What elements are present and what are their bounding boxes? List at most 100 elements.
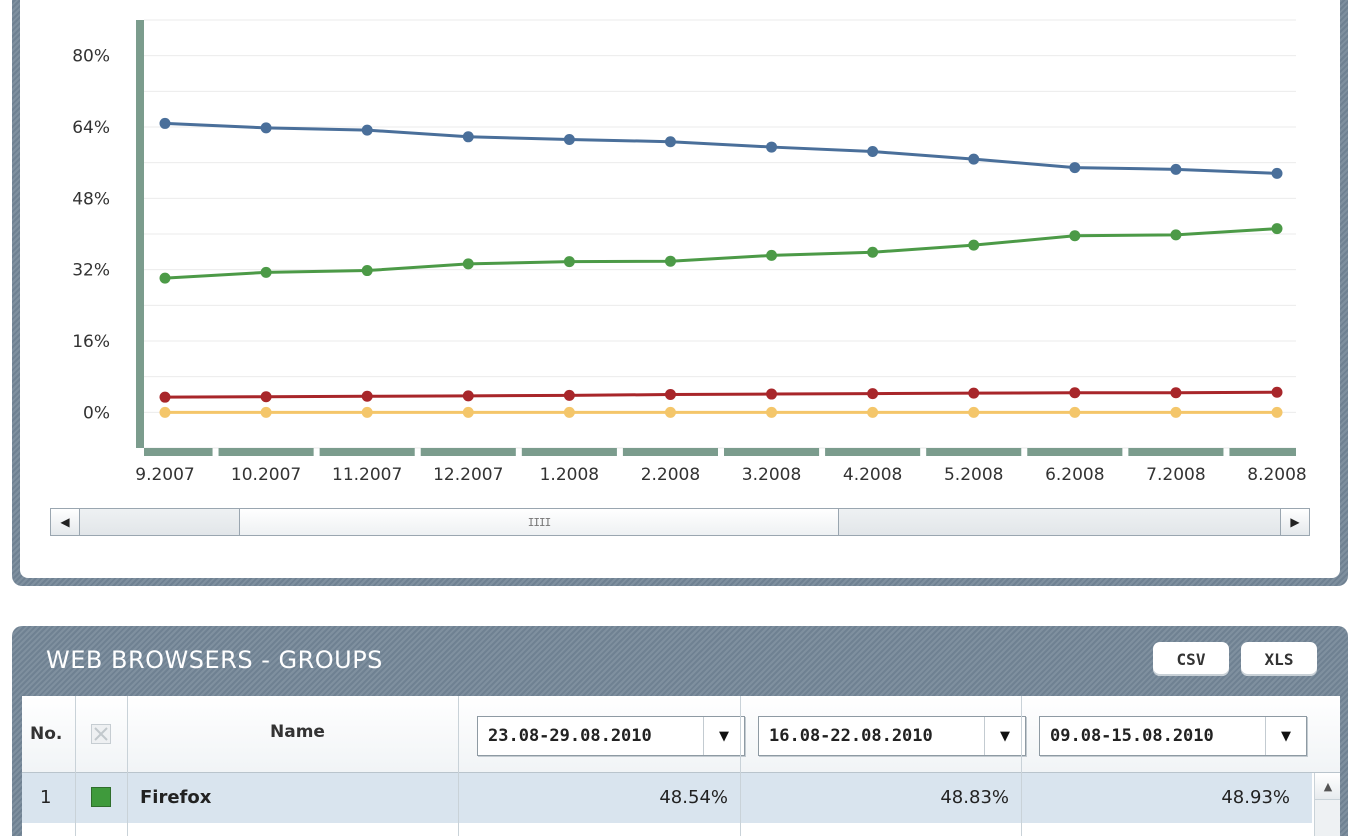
data-point (260, 266, 272, 278)
select-all-checkbox[interactable] (91, 724, 111, 744)
header-name[interactable]: Name (270, 722, 325, 742)
series-line-1 (164, 121, 1278, 175)
panel-title: WEB BROWSERS - GROUPS (46, 646, 383, 674)
data-point (1170, 387, 1182, 399)
y-tick-label: 0% (83, 403, 110, 423)
x-axis-segment (1027, 448, 1123, 456)
scroll-up-button[interactable]: ▲ (1315, 773, 1340, 800)
row-value-1: 48.54% (659, 787, 728, 808)
x-axis-segment (1128, 448, 1224, 456)
data-table: No. Name 23.08-29.08.2010 ▼ 16.08-22.08.… (22, 696, 1340, 836)
data-point (462, 258, 474, 270)
data-point (361, 265, 373, 277)
row-value-3: 48.93% (1221, 787, 1290, 808)
table-header: No. Name 23.08-29.08.2010 ▼ 16.08-22.08.… (22, 696, 1340, 773)
data-point (968, 406, 980, 418)
period-select-2[interactable]: 16.08-22.08.2010 ▼ (758, 716, 1026, 756)
y-tick-label: 32% (72, 261, 110, 281)
data-point (361, 406, 373, 418)
x-tick-label: 9.2007 (135, 465, 194, 485)
x-tick-label: 8.2008 (1247, 465, 1306, 485)
data-point (1271, 386, 1283, 398)
data-point (766, 249, 778, 261)
row-no: 1 (40, 787, 52, 808)
column-divider (127, 696, 128, 836)
data-point (1069, 162, 1081, 174)
browsers-groups-panel: WEB BROWSERS - GROUPS CSV XLS No. Name 2… (12, 626, 1348, 836)
data-point (462, 406, 474, 418)
period-select-3[interactable]: 09.08-15.08.2010 ▼ (1039, 716, 1307, 756)
x-axis-segment (724, 448, 820, 456)
data-point (1170, 229, 1182, 241)
data-point (1271, 406, 1283, 418)
x-axis-segment (144, 448, 213, 456)
data-point (563, 133, 575, 145)
x-tick-label: 11.2007 (332, 465, 402, 485)
data-point (867, 146, 879, 158)
column-divider (740, 696, 741, 836)
y-tick-label: 16% (72, 332, 110, 352)
series-color-swatch[interactable] (91, 787, 111, 807)
x-tick-label: 2.2008 (641, 465, 700, 485)
period-value-3: 09.08-15.08.2010 (1050, 726, 1214, 746)
column-divider (1021, 696, 1022, 836)
y-tick-label: 48% (72, 189, 110, 209)
data-point (766, 406, 778, 418)
chevron-down-icon[interactable]: ▼ (703, 717, 744, 755)
scroll-thumb[interactable]: IIII (239, 509, 839, 535)
data-point (664, 389, 676, 400)
header-no[interactable]: No. (30, 724, 63, 744)
x-axis-segment (825, 448, 921, 456)
data-point (159, 117, 171, 129)
x-tick-label: 7.2008 (1146, 465, 1205, 485)
y-axis-bar (136, 20, 144, 448)
x-axis-segment (319, 448, 415, 456)
scroll-left-button[interactable]: ◀ (51, 509, 80, 535)
x-axis-segment (420, 448, 516, 456)
data-point (462, 390, 474, 402)
data-point (260, 391, 272, 403)
data-point (563, 389, 575, 401)
data-point (462, 131, 474, 143)
x-tick-label: 3.2008 (742, 465, 801, 485)
data-point (361, 124, 373, 136)
csv-button[interactable]: CSV (1153, 642, 1229, 676)
data-point (1170, 163, 1182, 175)
row-name: Firefox (140, 787, 212, 808)
x-axis-segment (1229, 448, 1296, 456)
x-tick-label: 1.2008 (540, 465, 599, 485)
xls-button[interactable]: XLS (1241, 642, 1317, 676)
scroll-right-button[interactable]: ▶ (1280, 509, 1309, 535)
data-point (159, 272, 171, 284)
chart-range-scrollbar[interactable]: ◀ IIII ▶ (50, 508, 1310, 536)
data-point (968, 153, 980, 165)
x-tick-label: 12.2007 (433, 465, 503, 485)
data-point (563, 406, 575, 418)
data-point (159, 391, 171, 403)
data-point (664, 255, 676, 267)
data-point (867, 246, 879, 258)
row-value-2: 48.83% (940, 787, 1009, 808)
data-point (260, 406, 272, 418)
series-line-2 (164, 227, 1278, 280)
chevron-down-icon[interactable]: ▼ (984, 717, 1025, 755)
x-tick-label: 5.2008 (944, 465, 1003, 485)
period-value-1: 23.08-29.08.2010 (488, 726, 652, 746)
series-line-3 (164, 390, 1278, 399)
data-point (664, 136, 676, 148)
data-point (766, 141, 778, 153)
x-tick-label: 6.2008 (1045, 465, 1104, 485)
period-value-2: 16.08-22.08.2010 (769, 726, 933, 746)
x-axis-segment (926, 448, 1022, 456)
y-tick-label: 80% (72, 47, 110, 67)
chart-area: 0% 16% 32% 48% 64% 80% 9.2007 10.2007 11.2007 12.… (20, 0, 1340, 578)
x-tick-label: 4.2008 (843, 465, 902, 485)
table-vertical-scrollbar[interactable]: ▲ (1314, 773, 1340, 836)
data-point (1069, 406, 1081, 418)
data-point (766, 388, 778, 400)
period-select-1[interactable]: 23.08-29.08.2010 ▼ (477, 716, 745, 756)
data-point (968, 387, 980, 399)
chevron-down-icon[interactable]: ▼ (1265, 717, 1306, 755)
table-row[interactable]: 1 Firefox 48.54% 48.83% 48.93% (22, 773, 1312, 823)
y-tick-label: 64% (72, 118, 110, 138)
